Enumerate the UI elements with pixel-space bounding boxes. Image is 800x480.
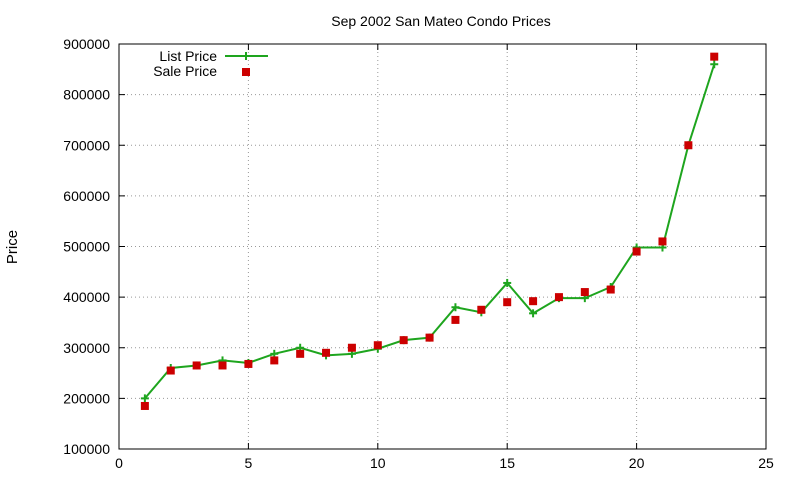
sale-price-point	[503, 298, 512, 307]
y-tick-label: 800000	[63, 87, 110, 103]
x-tick-label: 20	[629, 455, 645, 471]
sale-price-point	[373, 341, 382, 350]
sale-price-point	[166, 366, 175, 375]
x-tick-label: 5	[245, 455, 253, 471]
plot-area	[140, 52, 719, 410]
sale-price-point	[632, 247, 641, 256]
sale-price-point	[218, 361, 227, 370]
y-tick-label: 100000	[63, 441, 110, 457]
sale-price-point	[451, 315, 460, 324]
plot-frame	[118, 43, 767, 450]
sale-price-point	[296, 349, 305, 358]
y-tick-label: 300000	[63, 340, 110, 356]
sale-price-point	[710, 52, 719, 61]
sale-price-point	[658, 237, 667, 246]
sale-price-point	[270, 356, 279, 365]
y-tick-label: 900000	[63, 36, 110, 52]
legend-swatch-sale-square	[242, 68, 250, 76]
grid	[119, 44, 766, 449]
y-tick-label: 700000	[63, 137, 110, 153]
sale-price-point	[529, 297, 538, 306]
list-price-point	[451, 303, 460, 312]
legend-label-list-price: List Price	[159, 48, 217, 64]
axis-ticks: 0 5 10 15 20 25 100000 200000 300000 400000 500000…	[63, 36, 774, 471]
list-price-point	[503, 278, 512, 287]
list-price-point	[140, 394, 149, 403]
sale-price-point	[140, 401, 149, 410]
x-tick-label: 10	[370, 455, 386, 471]
legend-label-sale-price: Sale Price	[153, 63, 217, 79]
x-tick-label: 15	[499, 455, 515, 471]
sale-price-point	[244, 359, 253, 368]
list-price-line	[144, 63, 716, 400]
sale-price-point	[684, 141, 693, 150]
y-tick-label: 500000	[63, 239, 110, 255]
sale-price-point	[425, 333, 434, 342]
sale-price-point	[399, 336, 408, 345]
sale-price-point	[606, 285, 615, 294]
sale-price-point	[477, 305, 486, 314]
chart-title: Sep 2002 San Mateo Condo Prices	[331, 13, 550, 29]
y-axis-label: Price	[4, 230, 21, 264]
x-tick-label: 25	[758, 455, 774, 471]
y-tick-label: 400000	[63, 289, 110, 305]
y-tick-label: 600000	[63, 188, 110, 204]
sale-price-point	[192, 361, 201, 370]
sale-price-point	[554, 293, 563, 302]
sale-price-point	[347, 343, 356, 352]
list-price-point	[529, 309, 538, 318]
sale-price-point	[580, 288, 589, 297]
list-price-point	[710, 60, 719, 69]
sale-price-point	[322, 348, 331, 357]
x-tick-label: 0	[115, 455, 123, 471]
y-tick-label: 200000	[63, 390, 110, 406]
